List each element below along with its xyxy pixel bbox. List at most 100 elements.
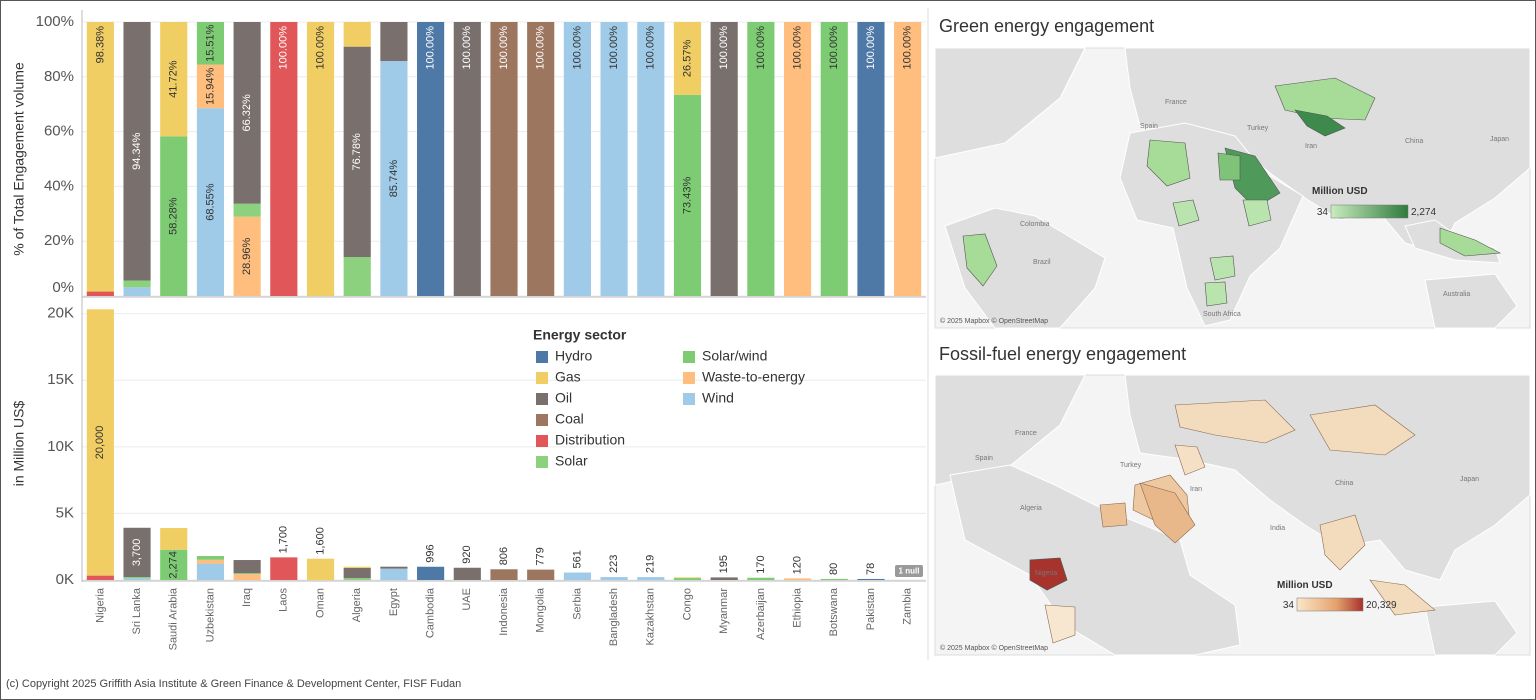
legend-label: Solar	[555, 453, 588, 469]
legend-title: Energy sector	[533, 327, 627, 343]
bar-segment	[343, 578, 371, 580]
data-label: 100.00%	[498, 26, 510, 70]
data-label: 2,274	[168, 551, 180, 579]
bar-segment	[233, 573, 261, 575]
legend-label: Hydro	[555, 348, 593, 364]
map: France Spain Turkey Iran China Japan Col…	[934, 47, 1531, 329]
data-label: 26.57%	[681, 40, 693, 78]
data-label: 100.00%	[791, 26, 803, 70]
data-label: 94.34%	[131, 132, 143, 170]
map-credit: © 2025 Mapbox © OpenStreetMap	[940, 644, 1048, 652]
data-label: 100.00%	[278, 26, 290, 70]
bar-segment	[160, 22, 188, 137]
bar-segment	[123, 578, 151, 580]
legend-label: Coal	[555, 411, 584, 427]
bar-segment	[196, 108, 225, 296]
bar-segment	[270, 22, 298, 296]
legend-label: Distribution	[555, 432, 625, 448]
x-tick-label: Zambia	[902, 587, 914, 625]
y-axis-title: % of Total Engagement volume	[11, 62, 27, 256]
map: France Spain Turkey Iran China Japan Ind…	[934, 374, 1531, 656]
data-label: 41.72%	[168, 60, 180, 98]
bar-segment	[673, 578, 702, 580]
data-label: 219	[645, 555, 657, 573]
y-tick-label: 0K	[56, 571, 74, 588]
data-label: 120	[791, 556, 803, 574]
legend-swatch	[536, 435, 548, 447]
x-tick-label: Botswana	[828, 587, 840, 636]
data-label: 100.00%	[535, 26, 547, 70]
legend-swatch	[536, 351, 548, 363]
bar-segment	[233, 203, 261, 217]
bar-segment	[343, 257, 371, 296]
bar-segment	[783, 22, 812, 296]
x-tick-label: Uzbekistan	[204, 588, 216, 642]
map-title: Green energy engagement	[939, 16, 1154, 36]
data-label: 58.28%	[168, 197, 180, 235]
bar-segment	[86, 291, 114, 296]
x-tick-label: Pakistan	[865, 588, 877, 630]
bar-segment	[490, 22, 518, 296]
bar-segment	[380, 61, 408, 296]
bar-segment	[820, 578, 848, 580]
bar-segment	[196, 22, 225, 65]
bar-segment	[380, 566, 408, 569]
bar-segment	[306, 558, 335, 580]
bar-segment	[233, 574, 261, 580]
bar-segment	[563, 572, 591, 580]
bar-segment	[123, 577, 151, 579]
y-tick-label: 80%	[44, 68, 74, 85]
legend-label: Wind	[702, 390, 734, 406]
x-tick-label: Oman	[314, 588, 326, 618]
place-label: Turkey	[1120, 462, 1142, 469]
map-legend-min: 34	[1317, 207, 1329, 218]
y-tick-label: 0%	[52, 279, 74, 296]
y-tick-label: 100%	[36, 13, 74, 30]
x-tick-label: Ethiopia	[791, 587, 803, 628]
bar-segment	[196, 559, 225, 564]
data-label: 78	[865, 563, 877, 575]
data-label: 100.00%	[828, 26, 840, 70]
data-label: 28.96%	[241, 237, 253, 275]
map-title: Fossil-fuel energy engagement	[939, 344, 1186, 364]
place-label: Iran	[1190, 486, 1202, 493]
legend-label: Waste-to-energy	[702, 369, 805, 385]
legend-label: Gas	[555, 369, 581, 385]
bar-segment	[343, 566, 371, 568]
bar-segment	[123, 22, 151, 281]
bar-segment	[86, 22, 114, 292]
bar-segment	[417, 22, 445, 296]
data-label: 100.00%	[425, 26, 437, 70]
place-label: Brazil	[1033, 259, 1051, 266]
data-label: 100.00%	[902, 26, 914, 70]
x-tick-label: Mongolia	[535, 587, 547, 633]
legend-label: Solar/wind	[702, 348, 767, 364]
bar-segment	[673, 94, 702, 296]
bar-segment	[637, 22, 665, 296]
map-credit: © 2025 Mapbox © OpenStreetMap	[940, 317, 1048, 325]
bar-segment	[673, 577, 702, 579]
x-tick-label: Sri Lanka	[131, 587, 143, 634]
x-tick-label: Indonesia	[498, 587, 510, 636]
place-label: Japan	[1490, 136, 1509, 143]
bar-segment	[453, 567, 481, 580]
bar-segment	[747, 577, 775, 580]
data-label: 85.74%	[388, 160, 400, 198]
x-tick-label: Laos	[278, 588, 290, 612]
map-legend-title: Million USD	[1277, 580, 1333, 591]
bar-segment	[233, 22, 261, 204]
data-label: 195	[718, 555, 730, 573]
bar-segment	[343, 46, 371, 258]
data-label: 1,600	[314, 527, 326, 555]
bar-segment	[306, 22, 335, 296]
data-label: 68.55%	[204, 183, 216, 221]
place-label: Iran	[1305, 143, 1317, 150]
data-label: 66.32%	[241, 94, 253, 132]
x-tick-label: Azerbaijan	[755, 588, 767, 640]
y-tick-label: 5K	[56, 504, 74, 521]
data-label: 98.38%	[94, 26, 106, 64]
x-tick-label: Nigeria	[94, 587, 106, 623]
y-tick-label: 15K	[47, 371, 74, 388]
place-label: Turkey	[1247, 125, 1269, 132]
legend-swatch	[536, 372, 548, 384]
